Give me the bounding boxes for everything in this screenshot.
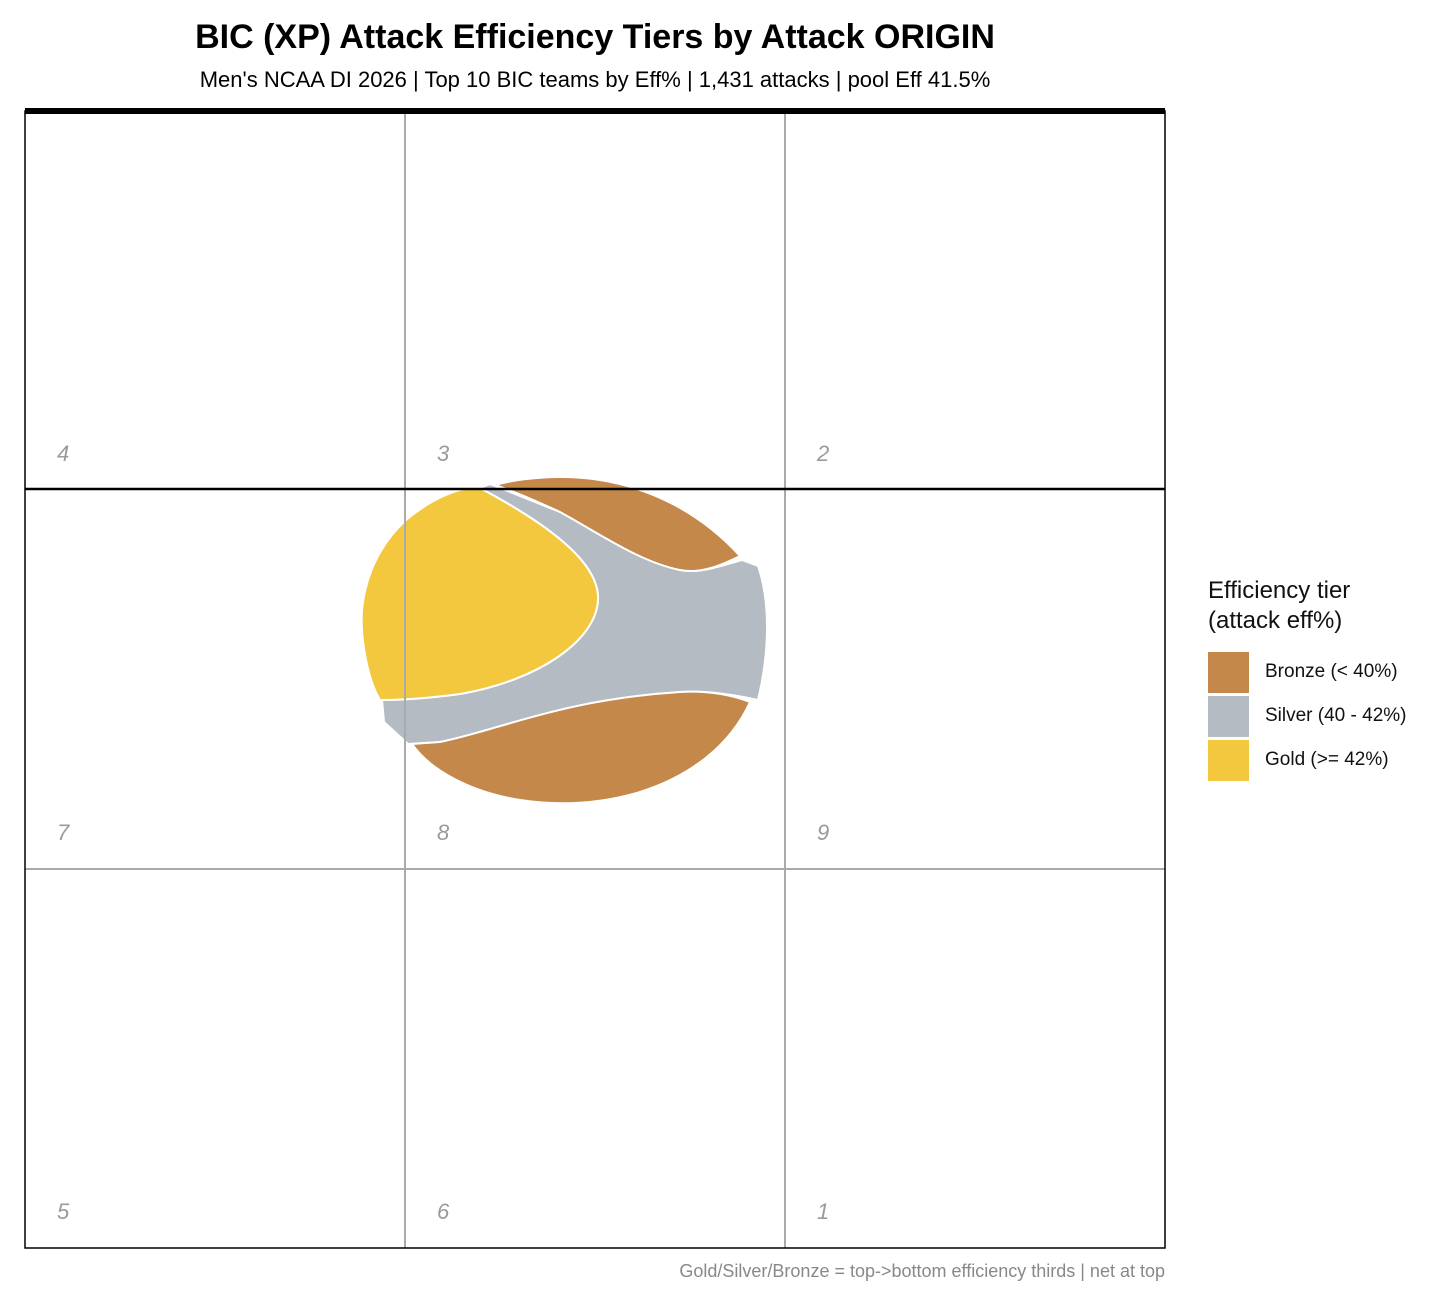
legend-swatch: [1208, 695, 1249, 737]
gold-region: [360, 485, 600, 702]
efficiency-regions: [360, 476, 768, 805]
legend: Efficiency tier (attack eff%) Bronze (< …: [1208, 576, 1407, 782]
legend-swatch: [1208, 651, 1249, 693]
legend-items: Bronze (< 40%) Silver (40 - 42%) Gold (>= …: [1208, 650, 1407, 782]
zone-label-2: 2: [816, 441, 829, 466]
legend-title-line-2: (attack eff%): [1208, 607, 1343, 634]
legend-item: Bronze (< 40%): [1208, 650, 1407, 694]
zone-label-7: 7: [57, 820, 70, 845]
zone-label-4: 4: [57, 441, 69, 466]
legend-item: Silver (40 - 42%): [1208, 694, 1407, 738]
legend-title-line-1: Efficiency tier: [1208, 577, 1351, 604]
chart-caption: Gold/Silver/Bronze = top->bottom efficie…: [679, 1261, 1165, 1281]
legend-label: Silver (40 - 42%): [1265, 705, 1407, 726]
chart-subtitle: Men's NCAA DI 2026 | Top 10 BIC teams by…: [199, 67, 991, 92]
court-grid: [24, 108, 1166, 1249]
legend-label: Gold (>= 42%): [1265, 749, 1389, 770]
chart-title: BIC (XP) Attack Efficiency Tiers by Atta…: [195, 18, 995, 56]
zone-label-5: 5: [57, 1199, 70, 1224]
zone-label-1: 1: [817, 1199, 829, 1224]
legend-label: Bronze (< 40%): [1265, 661, 1398, 682]
zone-label-3: 3: [437, 441, 450, 466]
zone-label-6: 6: [437, 1199, 450, 1224]
zone-label-8: 8: [437, 820, 450, 845]
legend-swatch: [1208, 739, 1249, 781]
zone-labels: 4 3 2 7 8 9 5 6 1: [57, 441, 829, 1224]
bronze-region-lower: [410, 690, 752, 805]
legend-title: Efficiency tier (attack eff%): [1208, 576, 1407, 636]
legend-item: Gold (>= 42%): [1208, 738, 1407, 782]
zone-label-9: 9: [817, 820, 829, 845]
bronze-region-upper: [491, 476, 742, 572]
